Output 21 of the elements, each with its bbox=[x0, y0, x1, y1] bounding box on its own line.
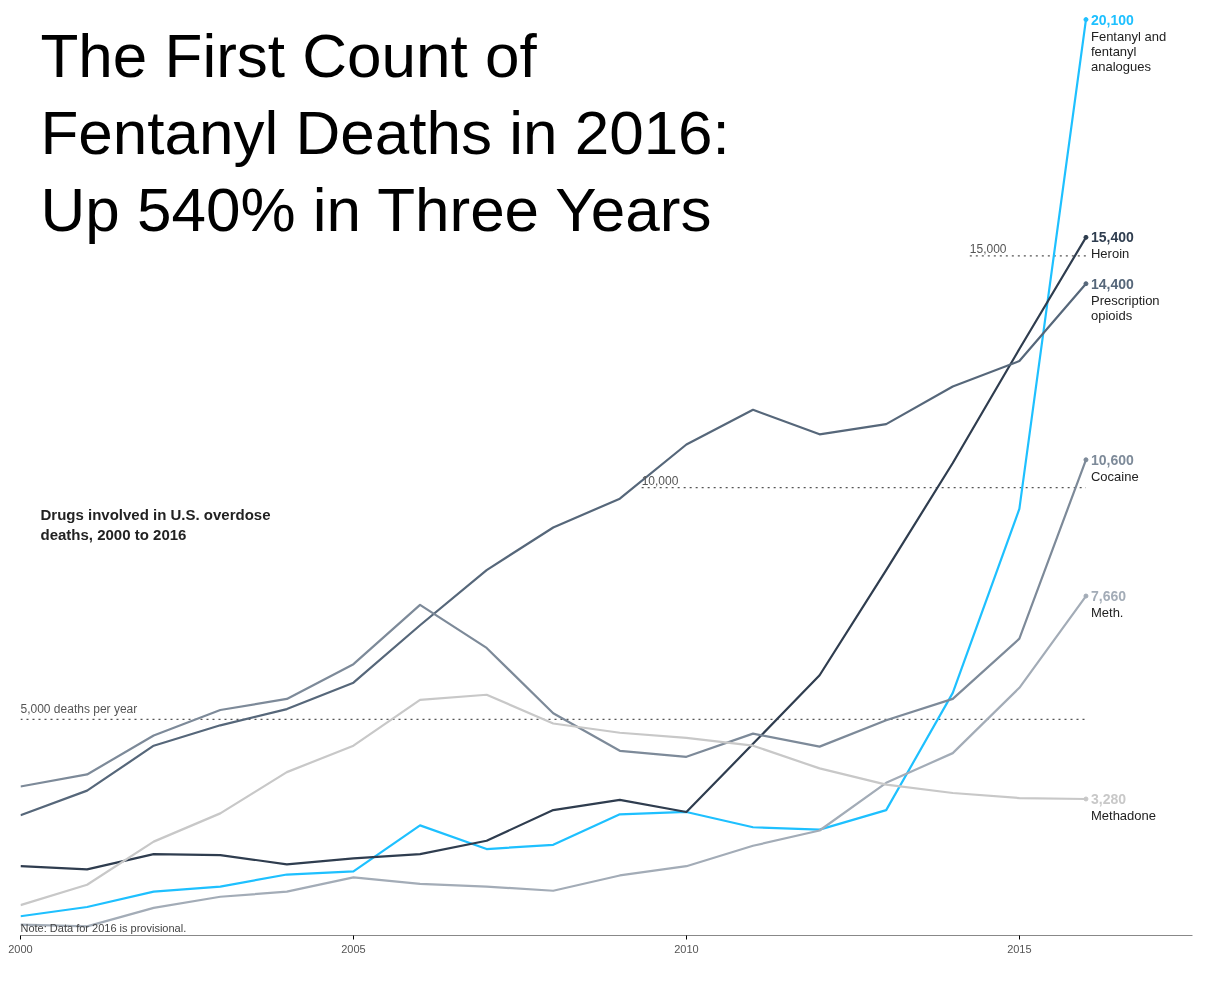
x-tick-label: 2010 bbox=[674, 942, 699, 955]
data-label: 10,600 bbox=[1090, 451, 1134, 468]
ref-line-label: 15,000 bbox=[969, 241, 1007, 256]
data-label: 20,100 bbox=[1090, 11, 1134, 28]
ref-line-label: 10,000 bbox=[641, 473, 679, 488]
annotation: Note: Data for 2016 is provisional. bbox=[20, 921, 187, 934]
data-label: 14,400 bbox=[1090, 275, 1134, 292]
text: Drugs involved in U.S. overdose deaths, 2000 to 2016 bbox=[40, 505, 271, 543]
ref-line-label: 5,000 deaths per year bbox=[20, 702, 138, 717]
data-label: 15,400 bbox=[1090, 229, 1134, 246]
x-tick-label: 2005 bbox=[341, 942, 366, 955]
x-tick-label: 2015 bbox=[1007, 942, 1032, 955]
series-label: Cocaine bbox=[1090, 468, 1139, 484]
series-label: Methadone bbox=[1090, 808, 1157, 823]
series-label: Prescription opioids bbox=[1090, 292, 1160, 323]
data-label: 7,660 bbox=[1090, 588, 1127, 605]
x-tick-label: 2000 bbox=[8, 942, 33, 955]
series-label: Heroin bbox=[1090, 246, 1130, 262]
series-label: Meth. bbox=[1090, 605, 1124, 621]
text: The First Count of Fentanyl Deaths in 2016: Up 540% in Three Years bbox=[40, 20, 730, 245]
series-label: Fentanyl and fentanyl analogues bbox=[1090, 28, 1167, 74]
